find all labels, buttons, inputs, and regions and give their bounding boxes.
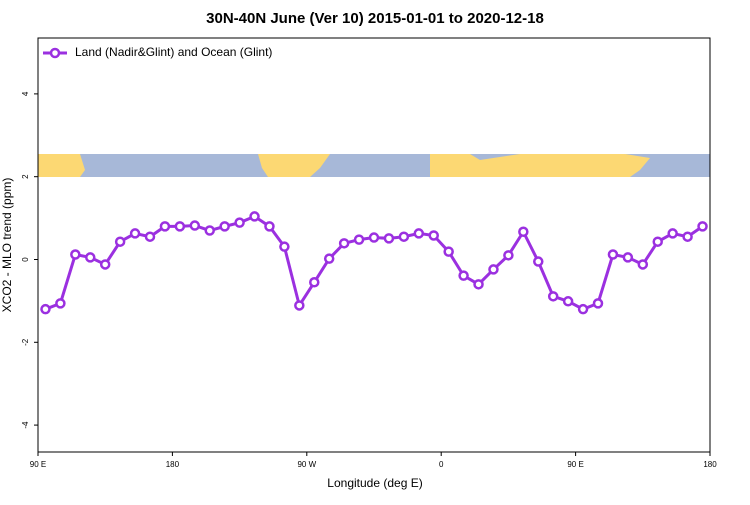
data-point (159, 221, 171, 232)
y-tick-label: -4 (21, 421, 30, 429)
x-tick-label: 90 W (297, 460, 316, 469)
y-tick-label: -2 (21, 338, 30, 346)
data-point (682, 231, 693, 242)
x-tick-label: 0 (439, 460, 444, 469)
data-point (174, 221, 186, 232)
map-strip (38, 154, 710, 177)
data-point (622, 252, 634, 263)
data-point (294, 300, 305, 311)
data-point (488, 264, 499, 275)
data-point (697, 221, 708, 232)
data-point (129, 228, 141, 239)
data-point (55, 298, 66, 309)
data-point (85, 252, 96, 263)
data-point (338, 238, 350, 249)
data-point (309, 277, 320, 288)
data-point (473, 279, 484, 290)
data-point (249, 211, 260, 222)
data-point (234, 217, 245, 228)
data-point (443, 246, 454, 257)
data-point (40, 303, 51, 315)
data-point (637, 259, 649, 270)
data-point (114, 236, 126, 247)
data-point (323, 253, 335, 264)
x-tick-label: 90 E (567, 460, 583, 469)
data-point (219, 221, 230, 232)
x-tick-label: 180 (166, 460, 180, 469)
data-point (70, 249, 81, 260)
data-point (592, 298, 604, 309)
data-point (383, 233, 395, 244)
data-point (547, 291, 559, 302)
data-point (503, 250, 514, 261)
y-tick-label: 4 (21, 91, 30, 96)
y-tick-label: 0 (21, 257, 30, 262)
x-tick-label: 90 E (30, 460, 46, 469)
data-point (667, 228, 678, 239)
legend-label: Land (Nadir&Glint) and Ocean (Glint) (75, 45, 272, 59)
data-point (652, 236, 663, 247)
plot-frame (37, 37, 711, 453)
data-point (264, 221, 275, 232)
y-axis-label: XCO2 - MLO trend (ppm) (0, 178, 14, 313)
data-point (189, 220, 201, 231)
x-tick-label: 180 (703, 460, 717, 469)
y-tick-label: 2 (21, 174, 30, 179)
data-point (562, 296, 574, 307)
data-point (607, 249, 619, 260)
data-point (279, 241, 290, 252)
data-point (204, 225, 215, 236)
series-line (44, 214, 704, 311)
data-point (353, 234, 365, 245)
data-point (458, 270, 469, 281)
data-point (428, 230, 439, 241)
data-point (398, 231, 410, 242)
data-point (413, 228, 425, 239)
data-point (518, 226, 529, 238)
data-point (144, 231, 156, 242)
data-point (368, 232, 380, 243)
x-axis-label: Longitude (deg E) (327, 476, 422, 490)
data-point (577, 303, 589, 315)
data-point (99, 259, 111, 270)
chart-title: 30N-40N June (Ver 10) 2015-01-01 to 2020… (206, 10, 544, 27)
data-point (533, 256, 544, 267)
legend-marker (49, 47, 61, 59)
